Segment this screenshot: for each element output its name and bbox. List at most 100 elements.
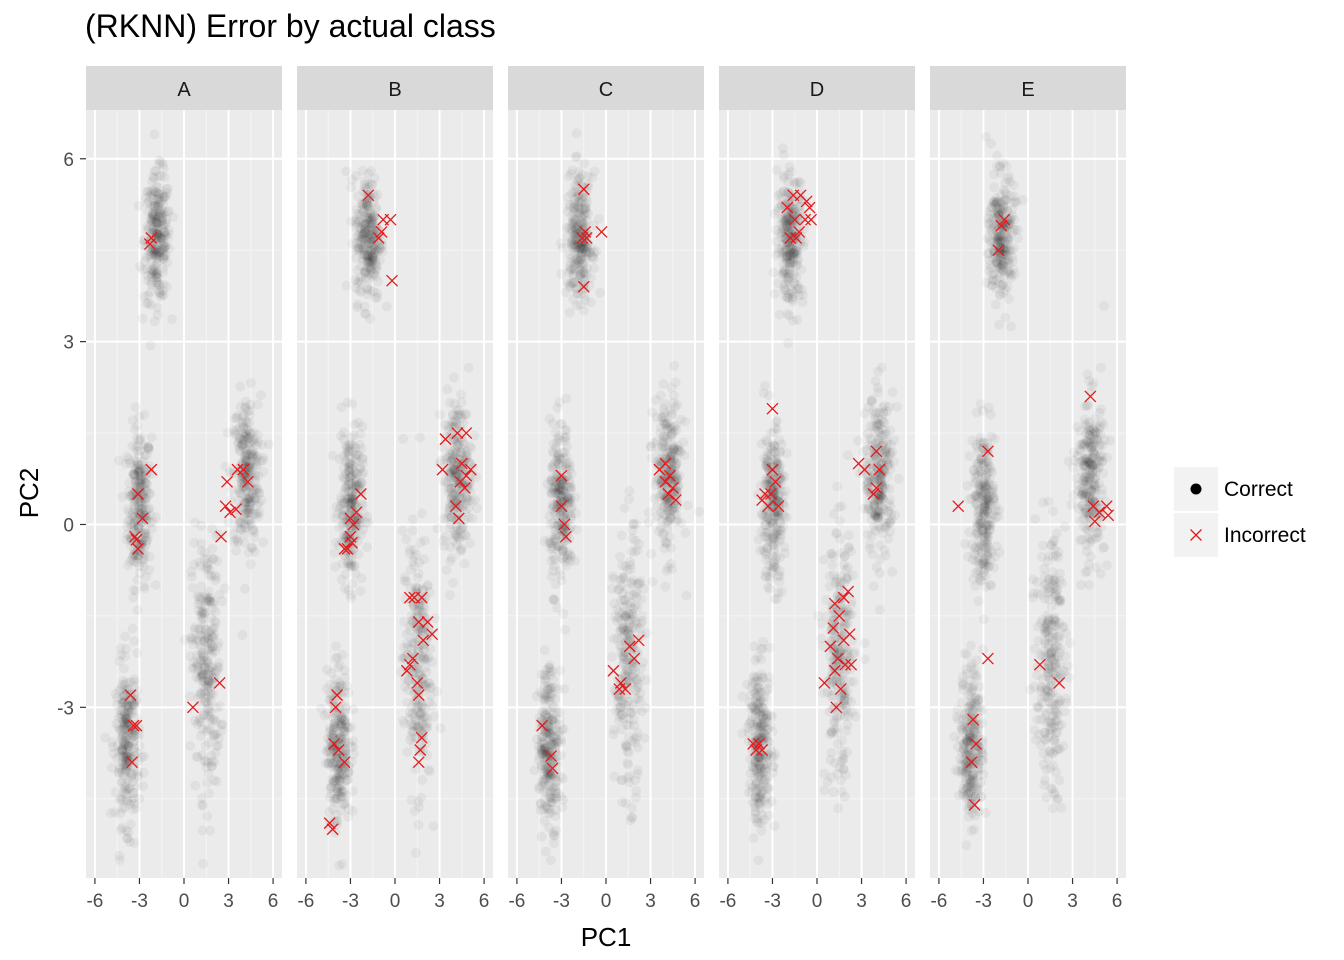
correct-point — [124, 741, 135, 752]
correct-point — [365, 208, 375, 219]
correct-point — [159, 244, 169, 255]
correct-point — [248, 427, 259, 438]
correct-point — [141, 486, 152, 497]
correct-point — [456, 447, 467, 458]
correct-point — [357, 242, 368, 253]
correct-point — [361, 254, 372, 265]
correct-point — [233, 438, 244, 449]
correct-point — [408, 556, 419, 567]
correct-point — [455, 458, 466, 469]
correct-point — [868, 472, 879, 483]
correct-point — [119, 740, 130, 750]
correct-point — [134, 411, 145, 422]
correct-point — [203, 788, 214, 799]
correct-point — [450, 469, 461, 480]
correct-point — [202, 724, 213, 735]
correct-point — [782, 187, 793, 198]
correct-point — [460, 450, 471, 460]
correct-point — [127, 769, 137, 780]
correct-point — [442, 512, 453, 523]
correct-point — [657, 440, 668, 451]
correct-point — [123, 700, 134, 711]
correct-point — [450, 433, 461, 444]
correct-point — [364, 262, 375, 273]
correct-point — [193, 716, 204, 727]
correct-point — [331, 512, 342, 523]
correct-point — [361, 250, 372, 261]
correct-point — [120, 765, 131, 775]
correct-point — [369, 268, 380, 279]
correct-point — [339, 497, 350, 508]
correct-point — [363, 229, 374, 240]
correct-point — [367, 256, 378, 266]
correct-point — [419, 554, 429, 565]
correct-point — [457, 444, 468, 455]
correct-point — [398, 433, 409, 444]
correct-point — [124, 702, 135, 713]
correct-point — [454, 432, 465, 443]
correct-point — [139, 549, 150, 560]
correct-point — [356, 236, 367, 247]
correct-point — [448, 495, 459, 506]
correct-point — [155, 233, 166, 244]
correct-point — [784, 161, 795, 172]
correct-point — [186, 572, 197, 582]
correct-point — [631, 674, 642, 685]
correct-point — [560, 287, 571, 298]
correct-point — [119, 715, 130, 725]
correct-point — [142, 225, 153, 236]
correct-point — [240, 454, 251, 465]
correct-point — [146, 279, 157, 290]
correct-point — [220, 583, 230, 594]
correct-point — [152, 219, 163, 229]
correct-point — [204, 682, 214, 693]
correct-point — [135, 467, 146, 478]
correct-point — [122, 760, 133, 771]
correct-point — [118, 752, 129, 763]
correct-point — [132, 748, 143, 759]
correct-point — [153, 235, 164, 246]
correct-point — [360, 211, 371, 222]
correct-point — [212, 661, 223, 672]
correct-point — [344, 443, 355, 454]
correct-point — [204, 711, 215, 722]
correct-point — [139, 450, 150, 461]
correct-point — [144, 488, 155, 499]
correct-point — [134, 477, 145, 488]
correct-point — [198, 651, 209, 662]
correct-point — [889, 456, 899, 467]
facet-strip-label: D — [810, 79, 824, 101]
correct-point — [135, 475, 146, 486]
correct-point — [248, 461, 258, 472]
correct-point — [198, 680, 209, 691]
correct-point — [240, 460, 251, 471]
x-tick-label: 6 — [479, 891, 490, 912]
correct-point — [125, 458, 136, 469]
correct-point — [367, 212, 378, 223]
correct-point — [133, 466, 144, 477]
correct-point — [206, 648, 217, 659]
correct-point — [369, 210, 380, 221]
correct-point — [106, 762, 117, 773]
correct-point — [152, 248, 163, 259]
correct-point — [408, 514, 418, 525]
correct-point — [843, 530, 854, 541]
correct-point — [239, 431, 250, 442]
correct-point — [149, 186, 160, 197]
correct-point — [125, 707, 136, 718]
correct-point — [453, 438, 464, 449]
correct-point — [422, 722, 433, 733]
correct-point — [234, 487, 245, 498]
correct-point — [254, 488, 265, 499]
correct-point — [123, 560, 134, 571]
correct-point — [662, 505, 673, 516]
correct-point — [414, 557, 425, 568]
correct-point — [149, 129, 160, 140]
correct-point — [154, 246, 165, 257]
correct-point — [158, 191, 169, 202]
correct-point — [157, 240, 168, 251]
correct-point — [142, 186, 153, 197]
correct-point — [406, 731, 417, 742]
correct-point — [231, 545, 242, 556]
correct-point — [114, 762, 125, 773]
